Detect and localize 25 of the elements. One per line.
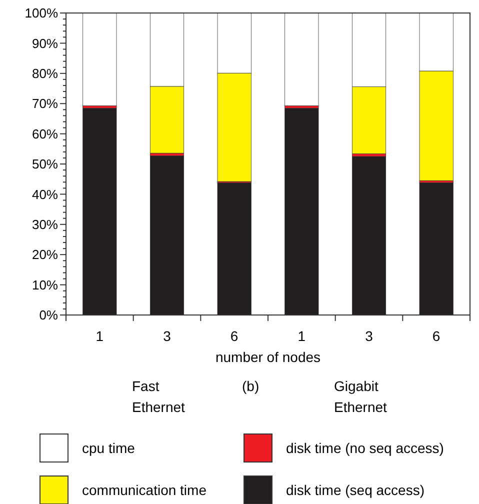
y-tick-label: 50%: [32, 156, 58, 172]
x-tick-label: 6: [432, 328, 440, 344]
y-tick-label: 60%: [32, 126, 58, 142]
legend-label: disk time (seq access): [286, 482, 424, 498]
legend-label: communication time: [82, 482, 207, 498]
y-tick-label: 20%: [32, 247, 58, 262]
y-tick-label: 0%: [39, 308, 58, 323]
legend-label: cpu time: [82, 440, 136, 456]
x-tick-label: 3: [365, 328, 374, 344]
text: Fast Ethernet: [132, 378, 186, 415]
x-tick-label: 1: [298, 328, 306, 344]
y-tick-label: 10%: [32, 277, 58, 292]
text: Gigabit Ethernet: [334, 378, 388, 415]
y-tick-label: 70%: [32, 96, 58, 112]
y-tick-label: 40%: [32, 186, 58, 202]
x-tick-label: 1: [96, 328, 104, 344]
x-tick-label: 6: [230, 328, 238, 344]
x-axis-title: number of nodes: [215, 348, 321, 365]
y-tick-label: 80%: [32, 66, 58, 81]
y-tick-label: 90%: [32, 36, 58, 51]
y-tick-label: 100%: [24, 6, 58, 21]
legend-label: disk time (no seq access): [286, 440, 444, 456]
x-tick-label: 3: [163, 328, 172, 344]
text: (b): [242, 378, 260, 394]
y-tick-label: 30%: [32, 216, 58, 232]
